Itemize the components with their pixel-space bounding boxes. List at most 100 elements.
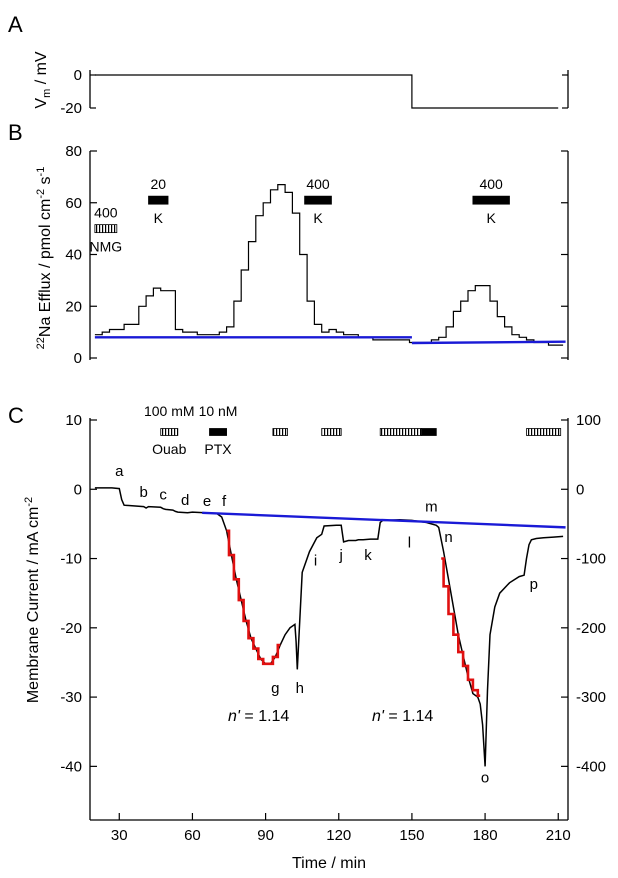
panel-b-ylabel-sup1: 22: [35, 337, 47, 349]
panel-c-x-tick-label: 60: [184, 827, 201, 844]
panel-b-axes: [89, 151, 569, 360]
panel-c-left-tick-label: -10: [60, 551, 82, 568]
drug-bar: [421, 428, 437, 436]
treatment-bar-bottom-label: NMG: [90, 239, 123, 255]
nprime-label-2: n' = 1.14: [372, 708, 433, 725]
panel-a-ylabel-sub: m: [41, 89, 53, 98]
panel-a-ylabel-main: V: [33, 98, 50, 109]
panel-c-x-axis-label: Time / min: [292, 855, 366, 872]
panel-c-current-trace: [94, 487, 566, 767]
panel-b-ylabel-sup2: -2: [35, 189, 47, 199]
panel-c-x-tick-label: 30: [111, 827, 128, 844]
nprime-italic-1: n': [228, 708, 241, 725]
trace-point-letter: m: [425, 498, 438, 515]
current-baseline: [202, 511, 566, 529]
panel-c-ylabel-sup: -2: [23, 497, 35, 507]
panel-b-ylabel-sup3: -1: [35, 167, 47, 177]
trace-point-letter: p: [530, 576, 538, 593]
panel-c-left-tick-label: 10: [65, 412, 82, 429]
nprime-italic-2: n': [372, 708, 385, 725]
panel-b-treatment-bars: 400 NMG 20 K 400 K 400 K: [90, 176, 510, 255]
current-line: [94, 487, 564, 767]
treatment-bar: [94, 224, 118, 234]
panel-c-x-tick-label: 180: [473, 827, 498, 844]
panel-b-y-ticks: 0 20 40 60 80: [65, 143, 568, 367]
drug-bar: [526, 428, 562, 436]
trace-point-letter: n: [444, 529, 452, 546]
drug-bar: [321, 428, 342, 436]
treatment-bar: [472, 195, 510, 205]
nprime-value-1: = 1.14: [240, 708, 289, 725]
panel-a: 0 -20 Vm / mV: [33, 51, 569, 117]
panel-a-tick-label: -20: [60, 100, 82, 117]
panel-c-point-letters: ab c d e f g h i j k l mn o p: [115, 463, 538, 786]
trace-point-letter: b: [139, 484, 147, 501]
fit-curve: [441, 557, 481, 697]
treatment-bar-top-label: 400: [306, 176, 330, 192]
treatment-bar: [304, 195, 332, 205]
panel-b-tick-label: 20: [65, 298, 82, 315]
treatment-bar: [148, 195, 169, 205]
panel-c-x-tick-label: 150: [399, 827, 424, 844]
panel-b-efflux-trace: [94, 184, 566, 346]
panel-b-tick-label: 80: [65, 143, 82, 160]
trace-point-letter: o: [481, 769, 489, 786]
drug-bar-top-label: 10 nM: [199, 403, 238, 419]
treatment-bar-top-label: 400: [94, 205, 118, 221]
panel-c-right-tick-label: -400: [576, 758, 606, 775]
efflux-step-line: [94, 184, 564, 346]
trace-point-letter: c: [159, 487, 167, 504]
trace-point-letter: e: [203, 493, 211, 510]
panel-c-x-tick-label: 120: [326, 827, 351, 844]
panel-c-right-tick-label: -200: [576, 620, 606, 637]
trace-point-letter: g: [271, 680, 279, 697]
trace-point-letter: k: [364, 547, 372, 564]
panel-b-y-axis-label: 22Na Efflux / pmol cm-2 s-1: [35, 167, 54, 350]
trace-point-letter: l: [408, 534, 411, 551]
drug-bar: [160, 428, 179, 436]
panel-a-voltage-trace: [94, 74, 559, 109]
panel-c-x-tick-label: 90: [257, 827, 274, 844]
drug-bar-bottom-label: PTX: [204, 441, 232, 457]
fit-curve: [226, 529, 281, 666]
panel-c-treatment-bars: 100 mM Ouab 10 nM PTX: [144, 403, 562, 457]
nprime-value-2: = 1.14: [384, 708, 433, 725]
panel-a-axes: [89, 70, 569, 108]
voltage-line: [94, 74, 559, 109]
panel-a-y-ticks: 0 -20: [60, 67, 568, 117]
panel-b: 0 20 40 60 80 22Na Efflux / pmol cm-2 s-1 40…: [35, 143, 569, 367]
panel-c-letter: C: [8, 403, 24, 428]
trace-point-letter: i: [314, 552, 317, 569]
panel-c-right-tick-label: -100: [576, 551, 606, 568]
nprime-label-1: n' = 1.14: [228, 708, 289, 725]
efflux-baseline: [411, 340, 566, 345]
trace-point-letter: j: [339, 547, 343, 564]
panel-c-axes: [89, 418, 569, 821]
panel-b-tick-label: 60: [65, 195, 82, 212]
panel-c-x-tick-label: 210: [546, 827, 571, 844]
trace-point-letter: a: [115, 463, 124, 480]
panel-c-left-tick-label: 0: [74, 481, 82, 498]
drug-bar: [209, 428, 227, 436]
treatment-bar-bottom-label: K: [487, 210, 497, 226]
panel-a-y-axis-label: Vm / mV: [33, 51, 53, 109]
treatment-bar-top-label: 400: [479, 176, 503, 192]
panel-a-letter: A: [8, 12, 23, 37]
panel-c-right-tick-label: 0: [576, 481, 584, 498]
panel-c-left-tick-label: -40: [60, 758, 82, 775]
panel-c-left-tick-label: -20: [60, 620, 82, 637]
panel-b-ylabel-base: Na Efflux / pmol cm: [37, 199, 54, 337]
panel-c-left-tick-label: -30: [60, 689, 82, 706]
drug-bar: [272, 428, 288, 436]
panel-c-y-axis-label: Membrane Current / mA cm-2: [23, 497, 42, 703]
treatment-bar-bottom-label: K: [313, 210, 323, 226]
treatment-bar-bottom-label: K: [154, 210, 164, 226]
panel-b-ylabel-base2: s: [37, 176, 54, 188]
panel-a-ylabel-unit: / mV: [33, 51, 50, 89]
drug-bar-bottom-label: Ouab: [152, 441, 186, 457]
panel-b-tick-label: 0: [74, 350, 82, 367]
panel-c-right-tick-label: 100: [576, 412, 601, 429]
